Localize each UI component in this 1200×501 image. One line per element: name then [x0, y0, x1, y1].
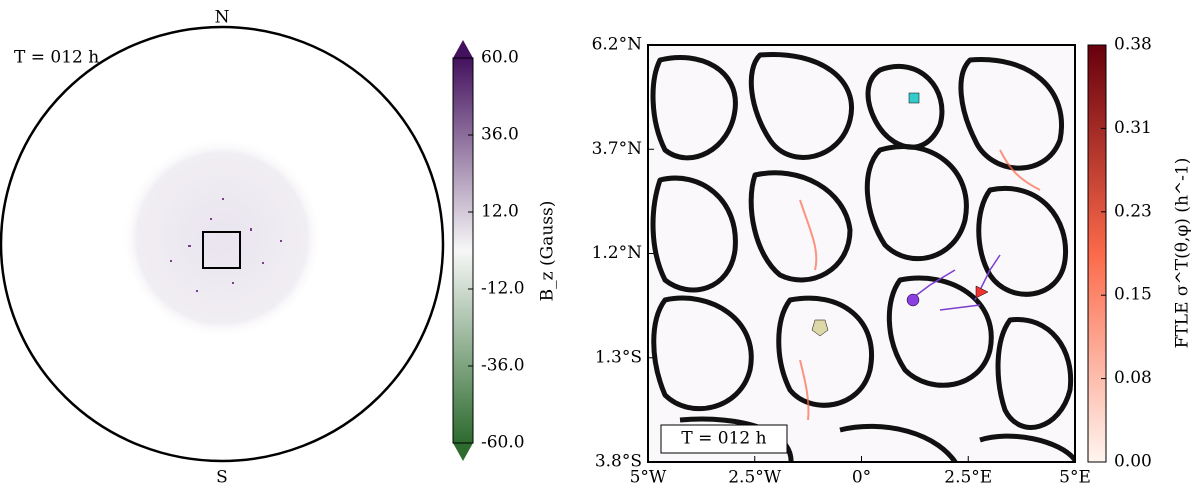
colorbar-tick-label: 0.23 — [1114, 201, 1152, 221]
time-box — [660, 424, 788, 454]
x-tick-label: 2.5°E — [944, 468, 992, 488]
colorbar-tick-label: -12.0 — [481, 279, 525, 299]
colorbar-label: FTLE σ^T(θ,φ) (h^-1) — [1173, 158, 1193, 349]
north-label: N — [215, 8, 230, 28]
y-tick-label: 3.8°S — [595, 452, 642, 472]
south-label: S — [216, 468, 228, 488]
colorbar-tick-label: 0.15 — [1114, 285, 1152, 305]
colorbar-tick-label: 0.08 — [1114, 368, 1152, 388]
y-tick-label: 6.2°N — [592, 35, 643, 55]
x-tick-label: 5°E — [1059, 468, 1091, 488]
colorbar — [452, 57, 474, 444]
x-tick-label: 0° — [852, 468, 871, 488]
colorbar-tick-label: 0.00 — [1114, 452, 1152, 472]
time-label: T = 012 h — [681, 429, 766, 449]
y-tick-label: 1.3°S — [595, 347, 642, 367]
y-tick-label: 1.2°N — [592, 243, 643, 263]
colorbar-extend — [453, 443, 473, 461]
field-region — [122, 138, 322, 338]
colorbar-tick-label: -36.0 — [481, 356, 525, 376]
magnetic-features — [170, 198, 282, 292]
colorbar-tick-label: 60.0 — [481, 48, 519, 68]
colorbar-extend — [453, 40, 473, 58]
colorbar-tick-label: 0.31 — [1114, 118, 1152, 138]
colorbar-tick-label: 12.0 — [481, 202, 519, 222]
colorbar-label: B_z (Gauss) — [538, 201, 558, 302]
x-tick-label: 5°W — [630, 468, 667, 488]
ftle-field — [648, 45, 1075, 462]
x-tick-label: 2.5°W — [728, 468, 782, 488]
time-label: T = 012 h — [14, 48, 99, 68]
colorbar — [1087, 44, 1107, 463]
colorbar-tick-label: 36.0 — [481, 125, 519, 145]
colorbar-tick-label: -60.0 — [481, 433, 525, 453]
zoom-box — [202, 231, 241, 269]
colorbar-tick-label: 0.38 — [1114, 35, 1152, 55]
y-tick-label: 3.7°N — [592, 139, 643, 159]
